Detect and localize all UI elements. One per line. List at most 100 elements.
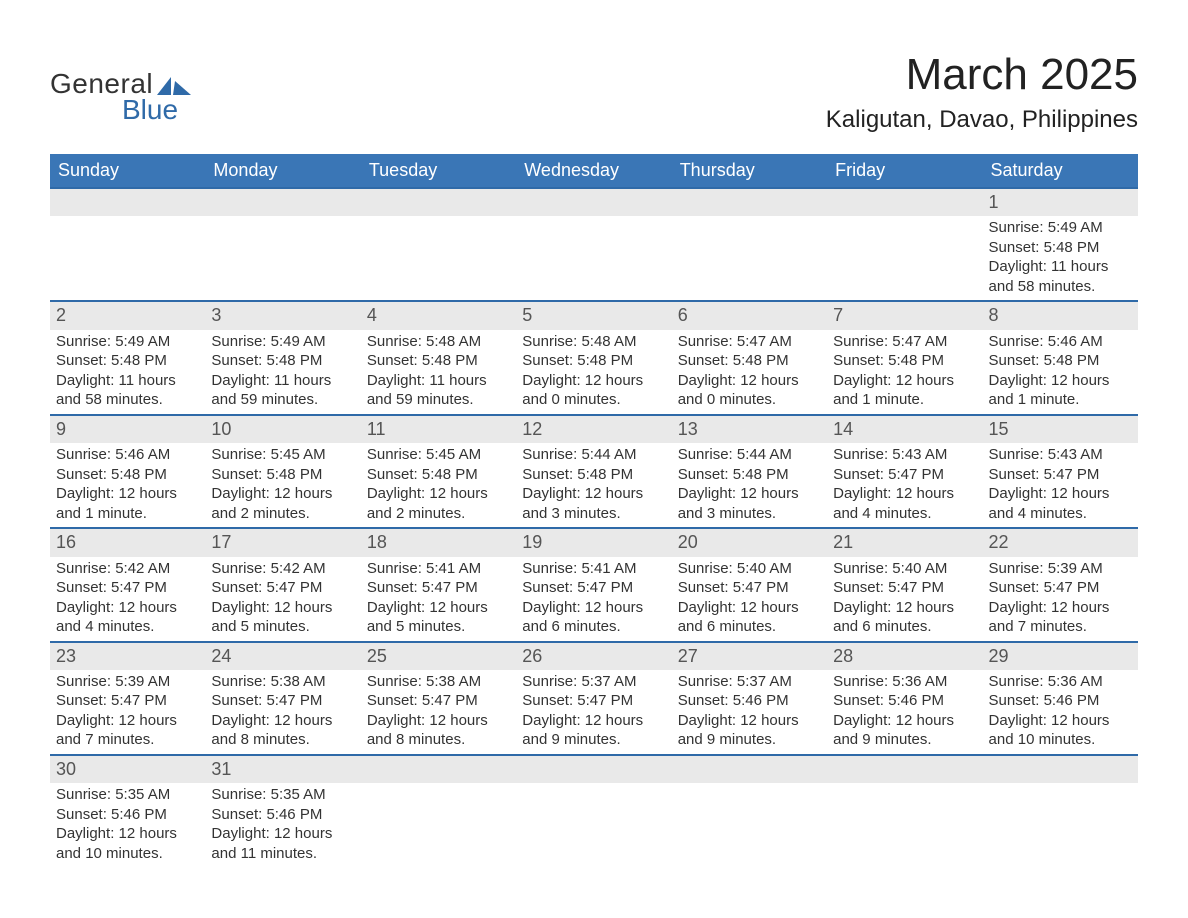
month-title: March 2025 (826, 50, 1138, 100)
calendar-cell-daynum: 4 (361, 301, 516, 329)
week-details-row: Sunrise: 5:42 AMSunset: 5:47 PMDaylight:… (50, 557, 1138, 642)
daylight-text: Daylight: 12 hours and 6 minutes. (522, 598, 665, 637)
calendar-cell-details (516, 783, 671, 867)
day-number: 28 (827, 643, 982, 670)
calendar-header-row: SundayMondayTuesdayWednesdayThursdayFrid… (50, 154, 1138, 188)
day-number: 22 (983, 529, 1138, 556)
sunrise-text: Sunrise: 5:37 AM (678, 672, 821, 692)
sunrise-text: Sunrise: 5:36 AM (989, 672, 1132, 692)
day-number: 24 (205, 643, 360, 670)
sunrise-text: Sunrise: 5:46 AM (989, 332, 1132, 352)
calendar-cell-details (672, 783, 827, 867)
calendar-cell-details: Sunrise: 5:48 AMSunset: 5:48 PMDaylight:… (361, 330, 516, 415)
calendar-cell-daynum: 8 (983, 301, 1138, 329)
sunset-text: Sunset: 5:48 PM (522, 465, 665, 485)
sunset-text: Sunset: 5:47 PM (989, 578, 1132, 598)
calendar-cell-daynum (672, 755, 827, 783)
weekday-header: Friday (827, 154, 982, 188)
calendar-cell-details: Sunrise: 5:43 AMSunset: 5:47 PMDaylight:… (827, 443, 982, 528)
sunrise-text: Sunrise: 5:43 AM (989, 445, 1132, 465)
sunset-text: Sunset: 5:48 PM (989, 351, 1132, 371)
calendar-cell-details: Sunrise: 5:47 AMSunset: 5:48 PMDaylight:… (672, 330, 827, 415)
day-number: 11 (361, 416, 516, 443)
sunset-text: Sunset: 5:47 PM (522, 578, 665, 598)
daylight-text: Daylight: 11 hours and 59 minutes. (211, 371, 354, 410)
calendar-cell-daynum: 28 (827, 642, 982, 670)
sunset-text: Sunset: 5:47 PM (678, 578, 821, 598)
week-details-row: Sunrise: 5:49 AMSunset: 5:48 PMDaylight:… (50, 216, 1138, 301)
brand-blue-text: Blue (122, 94, 178, 126)
calendar-cell-daynum: 10 (205, 415, 360, 443)
day-number (516, 189, 671, 216)
calendar-cell-daynum: 22 (983, 528, 1138, 556)
daylight-text: Daylight: 12 hours and 3 minutes. (678, 484, 821, 523)
daylight-text: Daylight: 11 hours and 58 minutes. (989, 257, 1132, 296)
sunset-text: Sunset: 5:48 PM (367, 351, 510, 371)
calendar-cell-details: Sunrise: 5:40 AMSunset: 5:47 PMDaylight:… (672, 557, 827, 642)
day-number (983, 756, 1138, 783)
sunrise-text: Sunrise: 5:44 AM (678, 445, 821, 465)
calendar-cell-daynum: 29 (983, 642, 1138, 670)
weekday-header: Monday (205, 154, 360, 188)
daylight-text: Daylight: 12 hours and 0 minutes. (678, 371, 821, 410)
daylight-text: Daylight: 11 hours and 58 minutes. (56, 371, 199, 410)
sunrise-text: Sunrise: 5:49 AM (211, 332, 354, 352)
calendar-cell-daynum: 16 (50, 528, 205, 556)
week-daynum-row: 16171819202122 (50, 528, 1138, 556)
sunset-text: Sunset: 5:47 PM (56, 578, 199, 598)
day-number: 15 (983, 416, 1138, 443)
calendar-cell-details: Sunrise: 5:37 AMSunset: 5:47 PMDaylight:… (516, 670, 671, 755)
sunset-text: Sunset: 5:48 PM (56, 465, 199, 485)
calendar-cell-details: Sunrise: 5:40 AMSunset: 5:47 PMDaylight:… (827, 557, 982, 642)
week-details-row: Sunrise: 5:49 AMSunset: 5:48 PMDaylight:… (50, 330, 1138, 415)
daylight-text: Daylight: 12 hours and 11 minutes. (211, 824, 354, 863)
calendar-cell-details (516, 216, 671, 301)
calendar-cell-daynum: 21 (827, 528, 982, 556)
calendar-cell-daynum: 7 (827, 301, 982, 329)
calendar-cell-details: Sunrise: 5:45 AMSunset: 5:48 PMDaylight:… (361, 443, 516, 528)
sunrise-text: Sunrise: 5:36 AM (833, 672, 976, 692)
daylight-text: Daylight: 12 hours and 4 minutes. (56, 598, 199, 637)
daylight-text: Daylight: 12 hours and 4 minutes. (989, 484, 1132, 523)
sunrise-text: Sunrise: 5:35 AM (56, 785, 199, 805)
sunrise-text: Sunrise: 5:43 AM (833, 445, 976, 465)
day-number: 1 (983, 189, 1138, 216)
daylight-text: Daylight: 12 hours and 9 minutes. (522, 711, 665, 750)
day-number (827, 756, 982, 783)
day-number: 8 (983, 302, 1138, 329)
day-number: 25 (361, 643, 516, 670)
sunrise-text: Sunrise: 5:49 AM (989, 218, 1132, 238)
calendar-cell-details: Sunrise: 5:43 AMSunset: 5:47 PMDaylight:… (983, 443, 1138, 528)
sunrise-text: Sunrise: 5:45 AM (211, 445, 354, 465)
sunset-text: Sunset: 5:48 PM (833, 351, 976, 371)
header: General Blue March 2025 Kaligutan, Davao… (50, 50, 1138, 134)
calendar-cell-details (827, 216, 982, 301)
sunrise-text: Sunrise: 5:38 AM (211, 672, 354, 692)
calendar-cell-details: Sunrise: 5:38 AMSunset: 5:47 PMDaylight:… (361, 670, 516, 755)
calendar-cell-details: Sunrise: 5:38 AMSunset: 5:47 PMDaylight:… (205, 670, 360, 755)
daylight-text: Daylight: 12 hours and 8 minutes. (367, 711, 510, 750)
day-number: 3 (205, 302, 360, 329)
sunrise-text: Sunrise: 5:47 AM (678, 332, 821, 352)
calendar-cell-daynum (516, 188, 671, 216)
daylight-text: Daylight: 12 hours and 3 minutes. (522, 484, 665, 523)
daylight-text: Daylight: 12 hours and 5 minutes. (211, 598, 354, 637)
daylight-text: Daylight: 12 hours and 4 minutes. (833, 484, 976, 523)
calendar-table: SundayMondayTuesdayWednesdayThursdayFrid… (50, 154, 1138, 867)
daylight-text: Daylight: 12 hours and 9 minutes. (833, 711, 976, 750)
sunset-text: Sunset: 5:47 PM (989, 465, 1132, 485)
calendar-cell-daynum (672, 188, 827, 216)
daylight-text: Daylight: 12 hours and 10 minutes. (989, 711, 1132, 750)
sunset-text: Sunset: 5:48 PM (989, 238, 1132, 258)
calendar-cell-daynum: 1 (983, 188, 1138, 216)
daylight-text: Daylight: 12 hours and 10 minutes. (56, 824, 199, 863)
sunrise-text: Sunrise: 5:46 AM (56, 445, 199, 465)
calendar-cell-daynum: 6 (672, 301, 827, 329)
calendar-cell-daynum (50, 188, 205, 216)
calendar-cell-daynum (205, 188, 360, 216)
sunrise-text: Sunrise: 5:38 AM (367, 672, 510, 692)
daylight-text: Daylight: 12 hours and 1 minute. (833, 371, 976, 410)
weekday-header: Thursday (672, 154, 827, 188)
calendar-cell-daynum: 30 (50, 755, 205, 783)
daylight-text: Daylight: 12 hours and 2 minutes. (367, 484, 510, 523)
